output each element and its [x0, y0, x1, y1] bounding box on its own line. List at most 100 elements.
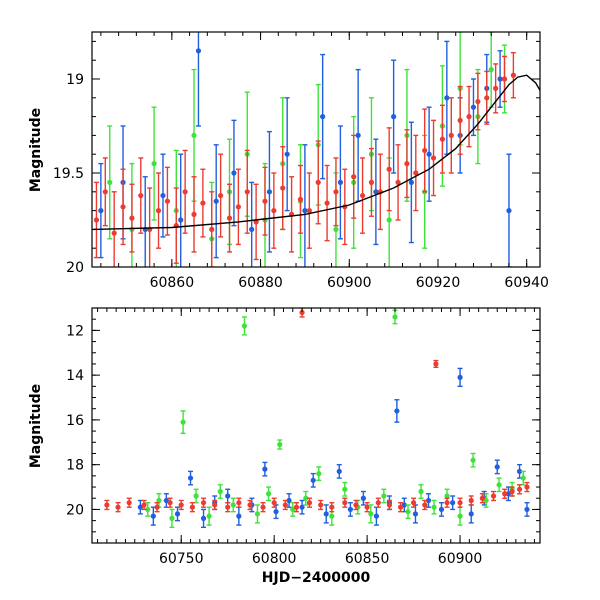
top-red-point [306, 172, 312, 249]
top-blue-point [142, 176, 148, 267]
bottom-blue-point [286, 493, 292, 508]
top-blue-point [320, 53, 326, 180]
bottom-blue-point [394, 399, 400, 423]
bottom-green-point [180, 410, 186, 435]
bottom-red-point [342, 497, 348, 508]
top-x-tick-label: 60900 [327, 275, 372, 291]
bottom-green-point [230, 497, 236, 513]
top-x-tick-label: 60920 [416, 275, 461, 291]
top-red-point [235, 168, 241, 246]
bottom-green-point [496, 477, 502, 493]
top-blue-point [497, 50, 503, 108]
bottom-series-red [104, 308, 530, 513]
top-red-point [439, 104, 446, 174]
bottom-red-point [490, 490, 497, 502]
bottom-blue-point [347, 502, 353, 517]
bottom-red-point [524, 481, 530, 493]
bottom-blue-point [438, 502, 445, 517]
bottom-red-point [502, 488, 508, 499]
bottom-x-tick-label: 60850 [345, 551, 390, 567]
top-red-point [209, 191, 215, 267]
top-red-point [253, 183, 259, 261]
bottom-blue-point [187, 470, 194, 486]
top-blue-point [195, 32, 202, 127]
bottom-red-point [457, 497, 463, 508]
bottom-red-point [479, 493, 485, 504]
bottom-x-tick-label: 60900 [438, 551, 483, 567]
bottom-red-point [212, 499, 218, 511]
bottom-green-point [265, 486, 272, 502]
top-blue-point [426, 106, 432, 202]
bottom-green-point [392, 309, 398, 325]
top-blue-point [178, 153, 184, 267]
bottom-green-point [381, 488, 387, 504]
top-blue-point [355, 68, 361, 202]
top-blue-point [373, 138, 379, 246]
bottom-blue-point [236, 506, 242, 526]
top-red-point [501, 55, 508, 103]
bottom-red-point [167, 497, 173, 508]
bottom-red-point [318, 499, 324, 511]
top-red-point [226, 183, 233, 253]
top-red-point [413, 134, 419, 212]
top-blue-point [98, 162, 104, 259]
bottom-x-tick-label: 60750 [159, 551, 204, 567]
top-blue-point [231, 119, 237, 227]
model-curve [92, 74, 540, 231]
bottom-red-point [386, 499, 393, 511]
top-red-point [475, 72, 481, 131]
bottom-green-point [368, 504, 374, 524]
top-red-point [120, 168, 126, 246]
top-red-point [271, 172, 277, 249]
top-red-point [493, 63, 499, 114]
top-red-point [173, 187, 179, 264]
bottom-red-point [375, 497, 381, 508]
top-red-point [510, 51, 516, 99]
bottom-red-point [189, 502, 195, 513]
top-axes: 60860 60880 60900 60920 60940 19 19.5 20 [53, 32, 549, 291]
bottom-green-point [277, 439, 283, 450]
bottom-axes: 60750 60800 60850 60900 12 14 16 18 20 [66, 307, 540, 567]
bottom-red-point [516, 484, 523, 495]
bottom-red-point [410, 497, 417, 508]
top-red-point [368, 147, 375, 217]
top-blue-point [391, 59, 397, 174]
top-blue-point [284, 97, 290, 212]
bottom-red-point [178, 499, 184, 511]
top-red-point [93, 181, 100, 259]
top-blue-point [302, 144, 308, 267]
top-green-point [151, 106, 157, 221]
bottom-y-tick-label: 14 [66, 368, 84, 384]
bottom-blue-point [494, 459, 500, 475]
top-red-point [138, 157, 144, 234]
top-y-axis-title: Magnitude [28, 108, 44, 192]
top-red-point [244, 149, 250, 234]
top-red-point [430, 119, 437, 197]
top-red-point [129, 183, 135, 253]
top-red-point [315, 140, 321, 225]
bottom-green-point [316, 466, 322, 482]
bottom-x-axis-title: HJD−2400000 [262, 570, 371, 586]
top-y-tick-label: 19.5 [53, 166, 84, 182]
top-blue-point [266, 130, 273, 253]
bottom-blue-point [225, 488, 231, 504]
bottom-blue-point [163, 493, 169, 508]
top-x-tick-label: 60880 [238, 275, 283, 291]
top-green-point [488, 32, 494, 108]
bottom-blue-point [524, 502, 530, 517]
bottom-green-point [418, 484, 424, 499]
bottom-blue-point [336, 463, 342, 479]
top-red-point [404, 129, 410, 199]
top-red-point [386, 127, 392, 212]
top-plot-frame [91, 31, 541, 268]
top-red-point [155, 172, 162, 249]
bottom-red-point [293, 502, 300, 513]
top-red-point [359, 157, 366, 234]
bottom-plot-frame [91, 307, 541, 544]
top-red-point [191, 176, 197, 253]
bottom-red-point [444, 497, 450, 508]
bottom-x-tick-label: 60800 [252, 551, 297, 567]
bottom-red-point [115, 502, 121, 513]
top-red-point [297, 164, 304, 234]
